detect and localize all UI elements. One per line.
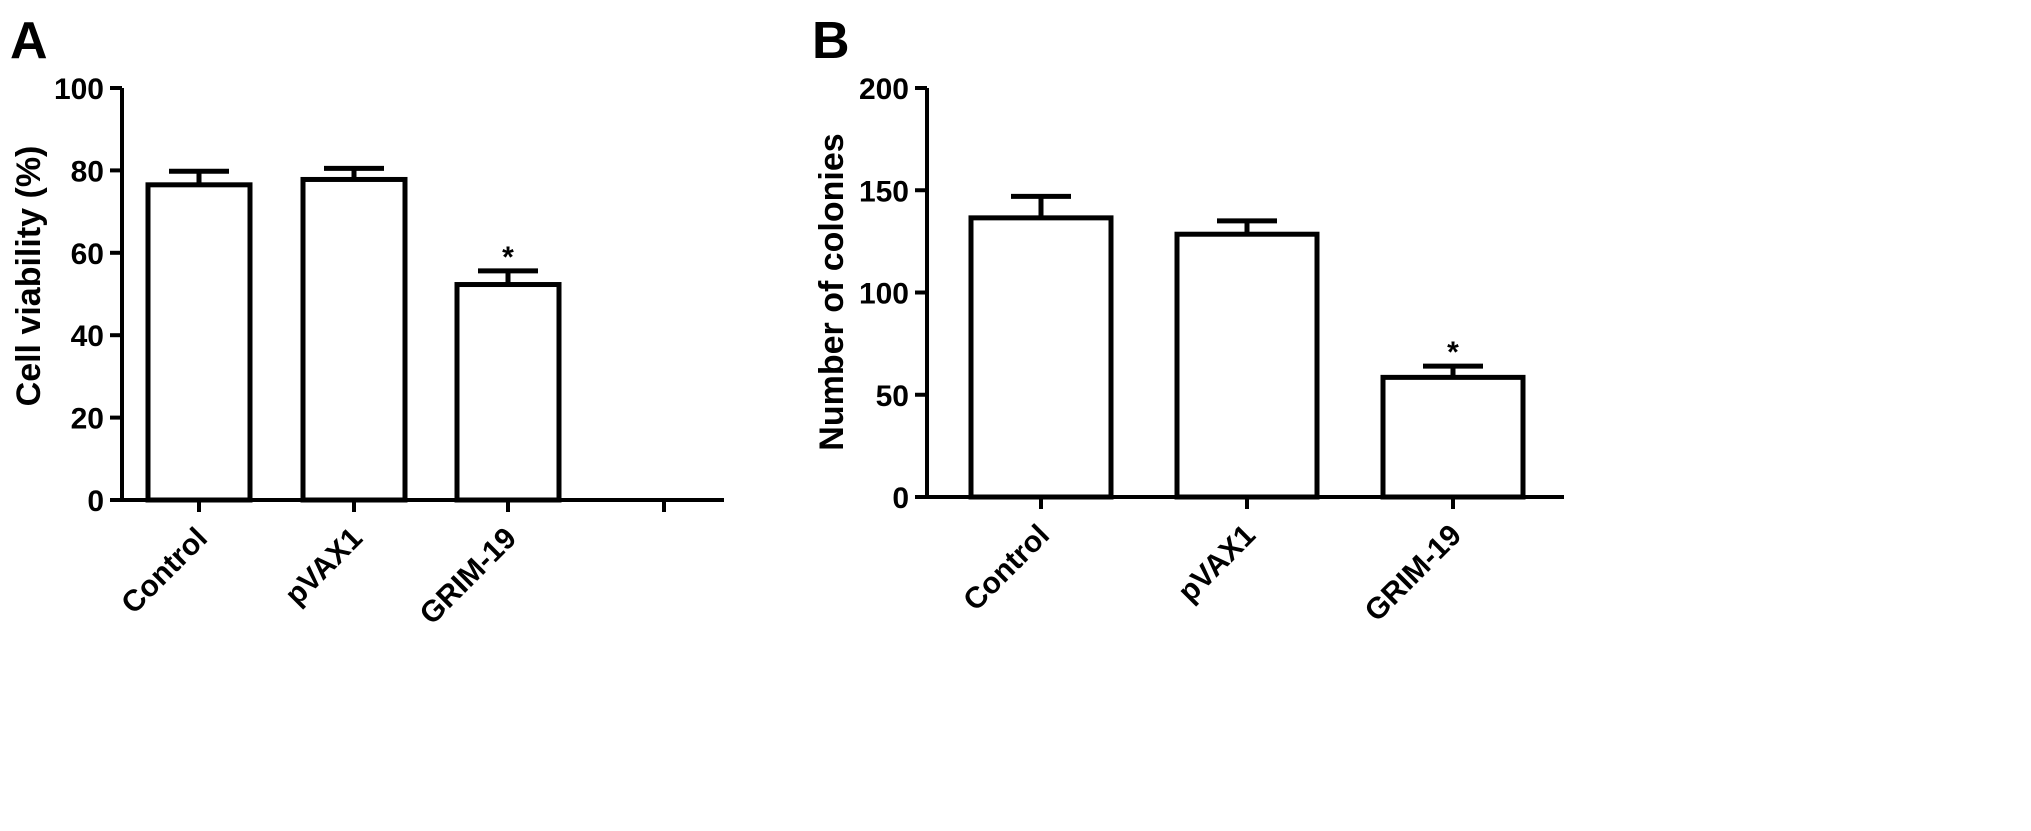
y-tick-label: 100 (859, 278, 909, 311)
y-ticks-a: 0 20 40 60 80 100 (54, 73, 122, 518)
x-category-label: Control (957, 519, 1056, 618)
bar (300, 176, 408, 503)
y-tick-label: 150 (859, 175, 909, 208)
bar (1380, 374, 1526, 500)
x-category-label: GRIM-19 (414, 522, 523, 631)
bar (968, 215, 1114, 500)
panel-letter-b: B (812, 12, 850, 70)
y-tick-label: 50 (876, 380, 909, 413)
y-axis-label-a: Cell viability (%) (10, 146, 48, 407)
x-categories-a: Control pVAX1 GRIM-19 (115, 500, 666, 631)
panel-letter-a: A (10, 12, 48, 70)
y-tick-label: 40 (71, 320, 104, 353)
significance-marker: * (1447, 336, 1459, 369)
y-ticks-b: 0 50 100 150 200 (859, 73, 927, 515)
y-tick-label: 20 (71, 403, 104, 436)
bars-b: * (968, 193, 1526, 500)
y-axis-label-b: Number of colonies (813, 133, 851, 450)
panel-a: A Cell viability (%) 0 20 40 60 80 100 * Cont… (10, 12, 724, 631)
x-category-label: Control (115, 522, 214, 621)
bar (1174, 231, 1320, 500)
bars-a: * (145, 165, 562, 503)
x-category-label: GRIM-19 (1359, 519, 1468, 628)
y-tick-label: 100 (54, 73, 104, 106)
x-category-label: pVAX1 (1172, 519, 1262, 609)
y-tick-label: 0 (892, 482, 909, 515)
y-tick-label: 80 (71, 155, 104, 188)
bar (145, 182, 253, 503)
x-category-label: pVAX1 (279, 522, 369, 612)
panel-b: B Number of colonies 0 50 100 150 200 * Cont… (812, 12, 1564, 628)
bar (454, 282, 562, 503)
y-tick-label: 0 (87, 485, 104, 518)
significance-marker: * (502, 241, 514, 274)
x-categories-b: Control pVAX1 GRIM-19 (957, 497, 1468, 628)
y-tick-label: 60 (71, 238, 104, 271)
y-tick-label: 200 (859, 73, 909, 106)
